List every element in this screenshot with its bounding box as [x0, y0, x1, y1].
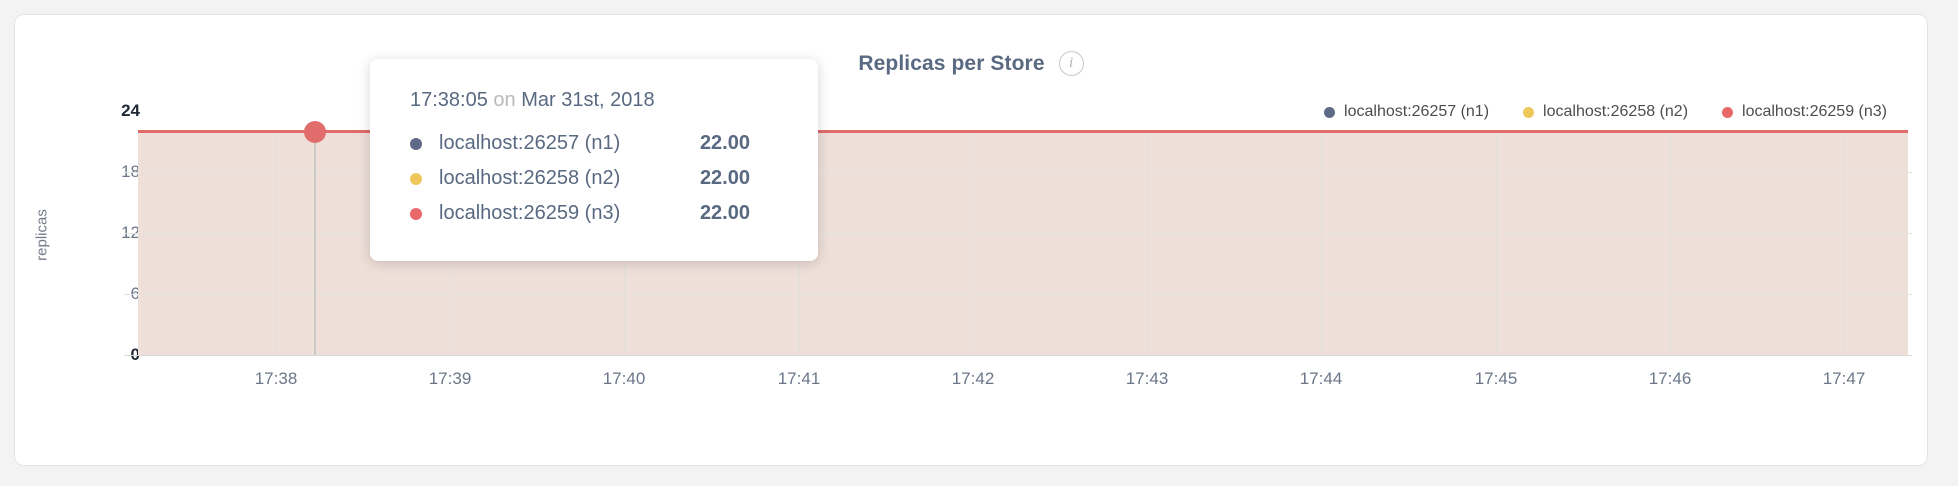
tooltip-series-label: localhost:26257 (n1)	[439, 132, 621, 154]
x-tick-label: 17:43	[1125, 369, 1169, 388]
gridline-12	[124, 233, 1912, 234]
info-icon[interactable]: i	[1058, 51, 1084, 76]
y-tick-label: 24	[121, 101, 140, 120]
tooltip-series-label: localhost:26258 (n2)	[439, 167, 621, 189]
legend-item[interactable]: localhost:26259 (n3)	[1722, 103, 1887, 121]
x-tick-label: 17:38	[254, 369, 298, 388]
x-tick-label: 17:46	[1648, 369, 1692, 388]
tooltip-color-swatch	[410, 172, 422, 185]
tooltip-series-value: 22.00	[699, 202, 750, 224]
tooltip-time: 17:38:05	[410, 89, 488, 111]
tooltip-row: localhost:26259 (n3) 22.00	[370, 196, 818, 231]
vertical-gridline	[1670, 132, 1671, 355]
legend-item-label: localhost:26258 (n2)	[1543, 103, 1689, 120]
tooltip-timestamp: 17:38:05 on Mar 31st, 2018	[370, 83, 818, 126]
vertical-gridline	[276, 132, 277, 355]
y-tick-label: 12	[121, 223, 140, 242]
tooltip-date: Mar 31st, 2018	[521, 89, 655, 111]
tooltip-on-word: on	[493, 89, 516, 111]
x-tick-label: 17:44	[1299, 369, 1343, 388]
hover-data-point-marker[interactable]	[304, 121, 326, 143]
tooltip-series-label: localhost:26259 (n3)	[439, 202, 621, 224]
series-line-n3	[138, 130, 1908, 133]
x-tick-label: 17:45	[1474, 369, 1518, 388]
x-tick-label: 17:41	[777, 369, 821, 388]
vertical-gridline	[1321, 132, 1322, 355]
legend-color-swatch	[1523, 106, 1535, 118]
legend-item[interactable]: localhost:26257 (n1)	[1324, 103, 1489, 121]
legend-color-swatch	[1324, 106, 1336, 118]
y-tick-label: 6	[131, 284, 140, 304]
x-tick-label: 17:42	[951, 369, 995, 388]
tooltip-color-swatch	[410, 207, 422, 220]
legend-item[interactable]: localhost:26258 (n2)	[1523, 103, 1688, 121]
x-axis-baseline	[124, 355, 1912, 356]
x-tick-label: 17:39	[428, 369, 472, 388]
chart-plot[interactable]: replicas 24 18 12 6 0	[15, 15, 1927, 465]
tooltip-row: localhost:26257 (n1) 22.00	[370, 126, 818, 161]
y-tick-label: 18	[121, 162, 140, 181]
hover-crosshair	[314, 125, 316, 355]
vertical-gridline	[973, 132, 974, 355]
vertical-gridline	[1844, 132, 1845, 355]
x-tick-label: 17:47	[1822, 369, 1866, 388]
chart-card: Replicas per Store i localhost:26257 (n1…	[14, 14, 1928, 466]
hover-tooltip: 17:38:05 on Mar 31st, 2018 localhost:262…	[370, 59, 818, 261]
y-axis-ticks: 24 18 12 6 0	[70, 15, 140, 465]
legend-item-label: localhost:26257 (n1)	[1344, 103, 1490, 120]
tooltip-color-swatch	[410, 137, 422, 150]
chart-legend: localhost:26257 (n1) localhost:26258 (n2…	[1324, 103, 1887, 121]
gridline-6	[124, 294, 1912, 295]
tooltip-series-value: 22.00	[699, 167, 750, 189]
tooltip-series-value: 22.00	[699, 132, 750, 154]
y-tick-label: 0	[131, 345, 140, 365]
vertical-gridline	[1147, 132, 1148, 355]
vertical-gridline	[1496, 132, 1497, 355]
gridline-18	[124, 172, 1912, 173]
x-tick-label: 17:40	[602, 369, 646, 388]
legend-color-swatch	[1722, 106, 1734, 118]
y-axis-title: replicas	[33, 209, 51, 261]
legend-item-label: localhost:26259 (n3)	[1742, 103, 1887, 120]
tooltip-row: localhost:26258 (n2) 22.00	[370, 161, 818, 196]
